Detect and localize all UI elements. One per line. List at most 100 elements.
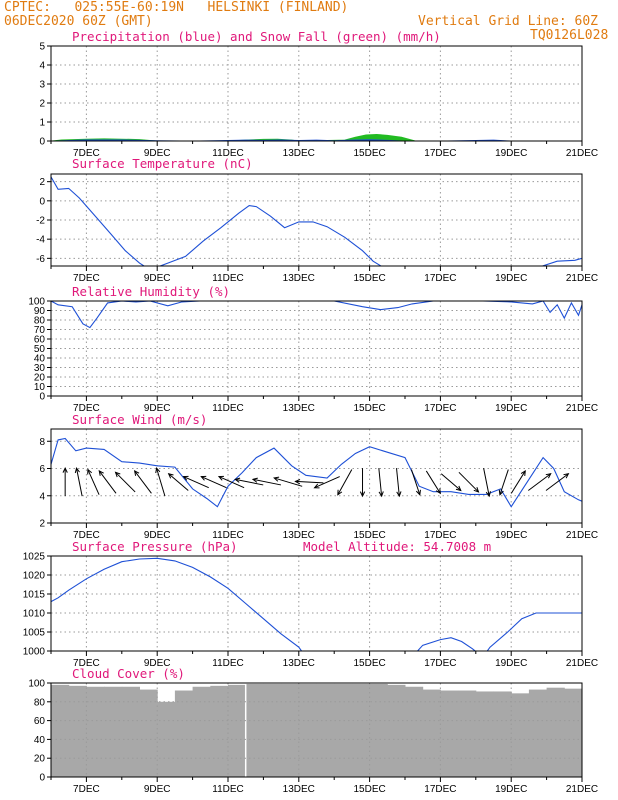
- cloud-bar: [245, 683, 264, 777]
- y-tick-label: -6: [36, 254, 45, 265]
- cloud-bar: [334, 683, 353, 777]
- y-tick-label: 60: [34, 335, 46, 346]
- x-tick-label: 11DEC: [212, 273, 244, 284]
- cloud-bar: [104, 686, 123, 777]
- y-tick-label: 100: [28, 679, 45, 690]
- y-tick-label: 8: [39, 437, 45, 448]
- x-tick-label: 11DEC: [212, 530, 244, 541]
- x-tick-label: 17DEC: [424, 658, 456, 669]
- y-tick-label: 30: [34, 363, 46, 374]
- x-tick-label: 9DEC: [144, 784, 171, 795]
- x-tick-label: 11DEC: [212, 148, 244, 159]
- cloud-bar: [157, 701, 176, 777]
- y-tick-label: 1: [39, 118, 45, 129]
- y-tick-label: 4: [39, 491, 45, 502]
- x-tick-label: 9DEC: [144, 273, 171, 284]
- wind-arrow: [440, 473, 462, 492]
- y-tick-label: -2: [36, 216, 45, 227]
- y-tick-label: 20: [34, 373, 46, 384]
- wind-arrow: [510, 469, 526, 494]
- station-header: CPTEC: 025:55E-60:19N HELSINKI (FINLAND): [4, 0, 349, 15]
- y-tick-label: 0: [39, 392, 45, 403]
- wind-arrow: [396, 468, 402, 498]
- wind-arrow: [155, 467, 166, 497]
- cloud-bar: [351, 683, 371, 777]
- x-tick-label: 15DEC: [353, 784, 385, 795]
- x-tick-label: 7DEC: [73, 530, 100, 541]
- wind-arrow: [425, 470, 441, 495]
- cloud-bar: [422, 689, 441, 777]
- x-tick-label: 17DEC: [424, 273, 456, 284]
- wind-arrow: [234, 477, 264, 486]
- x-tick-label: 17DEC: [424, 530, 456, 541]
- x-tick-label: 13DEC: [283, 658, 315, 669]
- wind-arrow: [217, 475, 245, 489]
- cloud-bar: [405, 686, 424, 777]
- x-tick-label: 19DEC: [495, 148, 527, 159]
- x-tick-label: 13DEC: [283, 148, 315, 159]
- x-tick-label: 7DEC: [73, 273, 100, 284]
- wind-arrow: [458, 471, 480, 493]
- wind-arrow: [167, 472, 189, 491]
- cloud-bar: [440, 690, 459, 777]
- wind-arrow: [87, 468, 100, 495]
- panel-frame: [50, 428, 583, 524]
- x-tick-label: 11DEC: [212, 403, 244, 414]
- cloud-bar: [528, 689, 548, 777]
- x-tick-label: 19DEC: [495, 530, 527, 541]
- y-tick-label: 70: [34, 325, 46, 336]
- y-tick-label: 3: [39, 80, 45, 91]
- wind-arrow: [98, 470, 117, 494]
- x-tick-label: 15DEC: [353, 148, 385, 159]
- wind-arrow: [378, 468, 384, 498]
- x-tick-label: 7DEC: [73, 148, 100, 159]
- panel-title: Surface Temperature (nC): [72, 156, 253, 171]
- x-tick-label: 13DEC: [283, 403, 315, 414]
- wind-arrow: [337, 469, 353, 496]
- y-tick-label: 0: [39, 773, 45, 784]
- wind-arrow: [133, 470, 152, 494]
- y-tick-label: -4: [36, 235, 45, 246]
- x-tick-label: 9DEC: [144, 530, 171, 541]
- y-tick-label: 2: [39, 519, 45, 530]
- y-tick-label: 4: [39, 61, 45, 72]
- x-tick-label: 15DEC: [353, 658, 385, 669]
- y-tick-label: 1005: [23, 628, 46, 639]
- y-tick-label: 20: [34, 754, 46, 765]
- panel-annotation: Model Altitude: 54.7008 m: [303, 539, 491, 554]
- cloud-bar: [298, 683, 317, 777]
- panel-title: Surface Wind (m/s): [72, 412, 207, 427]
- wind-arrow: [273, 476, 303, 487]
- y-tick-label: 0: [39, 137, 45, 148]
- panel-title: Precipitation (blue) and Snow Fall (gree…: [72, 29, 441, 44]
- x-tick-label: 9DEC: [144, 658, 171, 669]
- x-tick-label: 19DEC: [495, 658, 527, 669]
- x-tick-label: 7DEC: [73, 403, 100, 414]
- panel-frame: [50, 682, 583, 778]
- cloud-bar: [546, 687, 565, 777]
- wind-arrow: [483, 468, 491, 498]
- x-tick-label: 15DEC: [353, 403, 385, 414]
- y-tick-label: 10: [34, 382, 46, 393]
- x-tick-label: 21DEC: [566, 658, 598, 669]
- panel-title: Surface Pressure (hPa): [72, 539, 238, 554]
- x-tick-label: 13DEC: [283, 784, 315, 795]
- wind-arrow: [74, 467, 83, 497]
- cloud-bar: [475, 691, 494, 777]
- y-tick-label: 40: [34, 354, 46, 365]
- y-tick-label: 2: [39, 177, 45, 188]
- series-line: [51, 176, 582, 266]
- wind-arrow: [528, 473, 552, 491]
- cloud-bar: [228, 684, 247, 777]
- y-tick-label: 1015: [23, 590, 46, 601]
- cloud-bar: [316, 683, 335, 777]
- wind-arrow: [294, 479, 324, 485]
- run-date: 06DEC2020 60Z (GMT): [4, 14, 153, 29]
- x-tick-label: 13DEC: [283, 530, 315, 541]
- panel-title: Relative Humidity (%): [72, 284, 230, 299]
- x-tick-label: 11DEC: [212, 784, 244, 795]
- grid-line-note: Vertical Grid Line: 60Z: [418, 14, 599, 29]
- y-tick-label: 80: [34, 316, 46, 327]
- x-tick-label: 21DEC: [566, 273, 598, 284]
